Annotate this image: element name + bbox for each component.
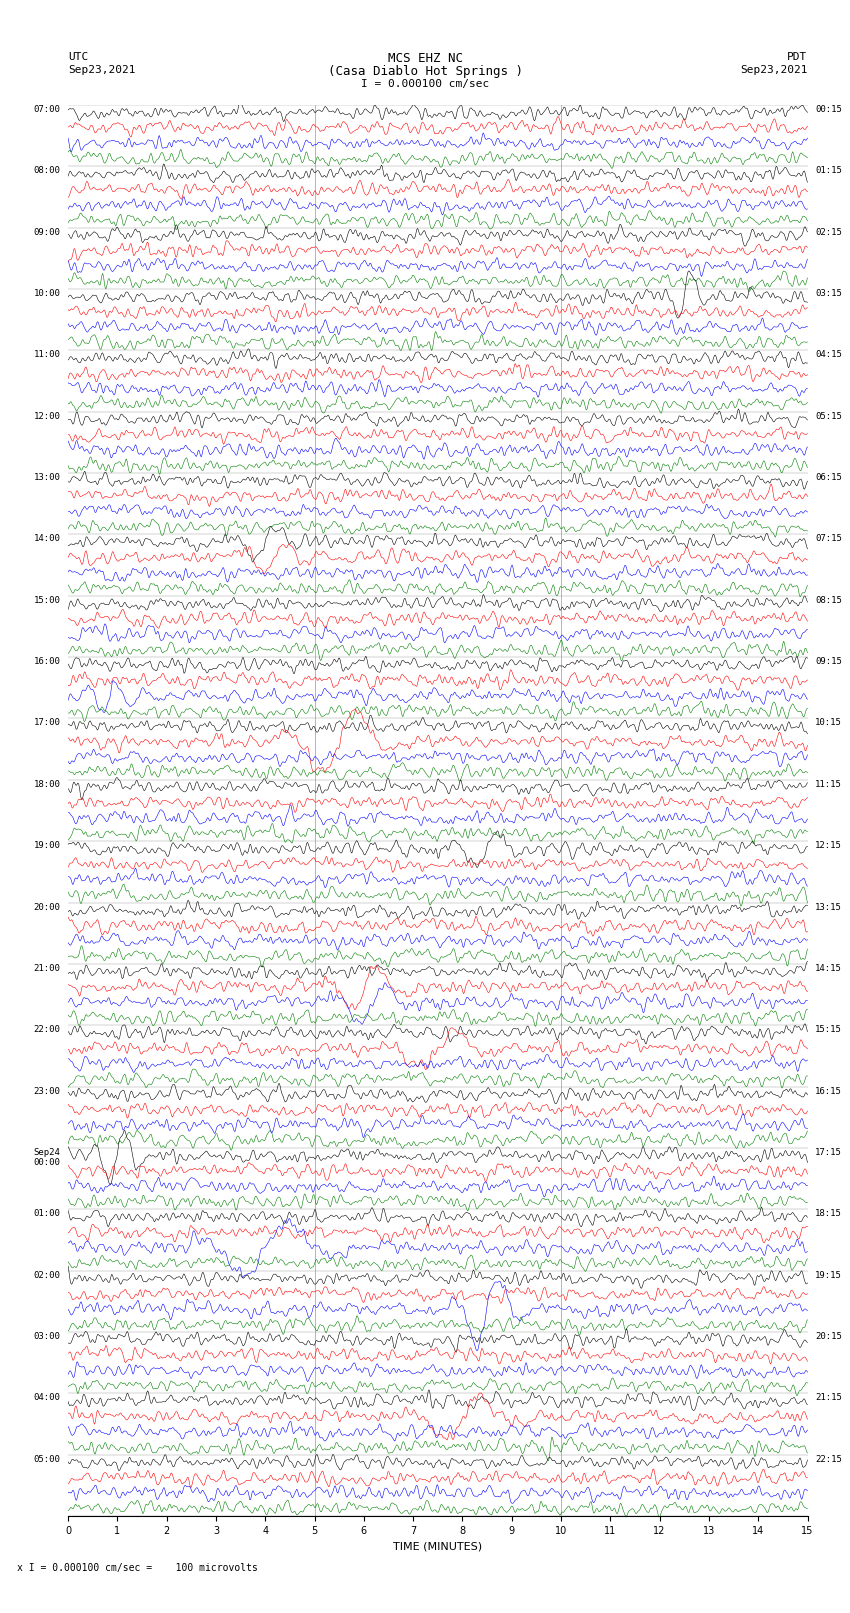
Text: 13:00: 13:00 [34,473,60,482]
Text: 21:00: 21:00 [34,965,60,973]
Text: 22:15: 22:15 [815,1455,842,1465]
Text: 04:00: 04:00 [34,1394,60,1402]
Text: 10:00: 10:00 [34,289,60,298]
Text: (Casa Diablo Hot Springs ): (Casa Diablo Hot Springs ) [327,65,523,77]
Text: 15:15: 15:15 [815,1026,842,1034]
Text: 21:15: 21:15 [815,1394,842,1402]
Text: 08:15: 08:15 [815,595,842,605]
Text: 18:15: 18:15 [815,1210,842,1218]
Text: 14:15: 14:15 [815,965,842,973]
Text: 07:00: 07:00 [34,105,60,115]
Text: 18:00: 18:00 [34,779,60,789]
Text: 07:15: 07:15 [815,534,842,544]
Text: 09:00: 09:00 [34,227,60,237]
Text: I = 0.000100 cm/sec: I = 0.000100 cm/sec [361,79,489,89]
Text: 05:15: 05:15 [815,411,842,421]
Text: 12:15: 12:15 [815,842,842,850]
Text: 00:15: 00:15 [815,105,842,115]
Text: 14:00: 14:00 [34,534,60,544]
Text: 06:15: 06:15 [815,473,842,482]
Text: 15:00: 15:00 [34,595,60,605]
Text: 03:00: 03:00 [34,1332,60,1340]
Text: 20:00: 20:00 [34,903,60,911]
Text: 23:00: 23:00 [34,1087,60,1095]
Text: 13:15: 13:15 [815,903,842,911]
Text: 16:00: 16:00 [34,656,60,666]
Text: Sep23,2021: Sep23,2021 [68,65,135,74]
Text: 08:00: 08:00 [34,166,60,176]
Text: 11:00: 11:00 [34,350,60,360]
Text: 10:15: 10:15 [815,718,842,727]
X-axis label: TIME (MINUTES): TIME (MINUTES) [394,1542,482,1552]
Text: 01:00: 01:00 [34,1210,60,1218]
Text: PDT: PDT [787,52,808,61]
Text: 05:00: 05:00 [34,1455,60,1465]
Text: 11:15: 11:15 [815,779,842,789]
Text: 17:00: 17:00 [34,718,60,727]
Text: UTC: UTC [68,52,88,61]
Text: 04:15: 04:15 [815,350,842,360]
Text: Sep23,2021: Sep23,2021 [740,65,808,74]
Text: 03:15: 03:15 [815,289,842,298]
Text: x I = 0.000100 cm/sec =    100 microvolts: x I = 0.000100 cm/sec = 100 microvolts [17,1563,258,1573]
Text: 20:15: 20:15 [815,1332,842,1340]
Text: 12:00: 12:00 [34,411,60,421]
Text: 16:15: 16:15 [815,1087,842,1095]
Text: 19:15: 19:15 [815,1271,842,1279]
Text: 19:00: 19:00 [34,842,60,850]
Text: MCS EHZ NC: MCS EHZ NC [388,52,462,65]
Text: Sep24
00:00: Sep24 00:00 [34,1148,60,1168]
Text: 01:15: 01:15 [815,166,842,176]
Text: 22:00: 22:00 [34,1026,60,1034]
Text: 09:15: 09:15 [815,656,842,666]
Text: 02:15: 02:15 [815,227,842,237]
Text: 17:15: 17:15 [815,1148,842,1157]
Text: 02:00: 02:00 [34,1271,60,1279]
